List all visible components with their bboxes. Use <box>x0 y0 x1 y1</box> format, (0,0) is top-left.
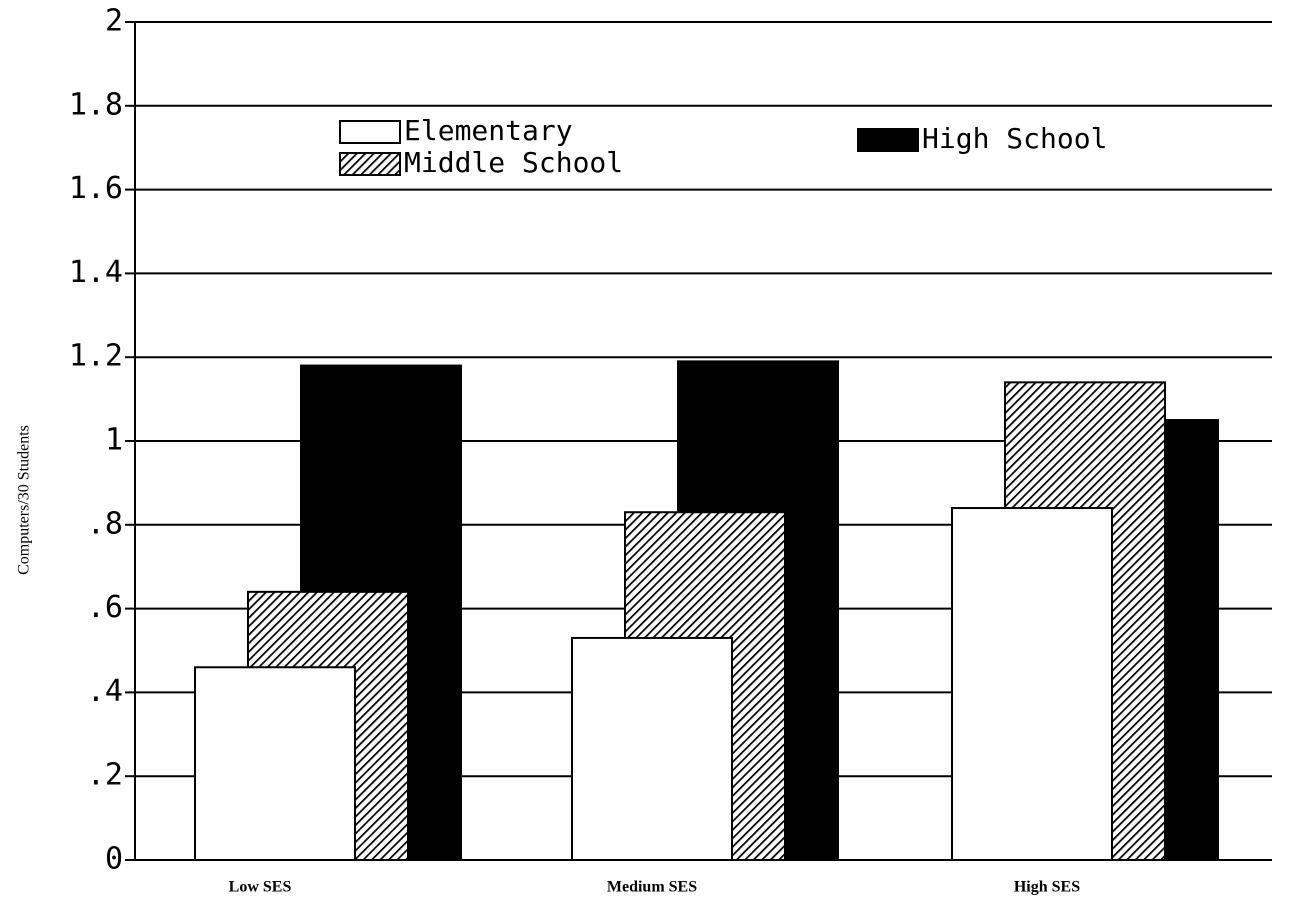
bar <box>571 636 733 861</box>
y-tick-label: 1.4 <box>69 255 123 290</box>
x-tick-label: Medium SES <box>607 879 697 896</box>
bar <box>951 507 1113 861</box>
x-tick-label: Low SES <box>229 879 292 896</box>
y-tick-label: 1.2 <box>69 339 123 374</box>
y-tick-label: 1.6 <box>69 171 123 206</box>
x-tick-label: High SES <box>1014 879 1080 896</box>
legend-swatch <box>339 120 401 144</box>
y-tick-label: .4 <box>87 674 123 709</box>
y-tick-label: 1 <box>105 423 123 458</box>
y-tick-label: .8 <box>87 506 123 541</box>
bar <box>194 666 356 862</box>
legend-label: Elementary <box>404 114 573 147</box>
legend-swatch <box>857 128 919 152</box>
y-tick-label: 2 <box>105 4 123 39</box>
y-tick-label: 0 <box>105 842 123 877</box>
y-tick-label: 1.8 <box>69 87 123 122</box>
legend-label: Middle School <box>404 146 623 179</box>
y-tick-label: .6 <box>87 590 123 625</box>
y-tick-label: .2 <box>87 758 123 793</box>
legend-label: High School <box>922 122 1107 155</box>
legend-swatch <box>339 152 401 176</box>
y-axis-label: Computers/30 Students <box>16 425 33 575</box>
